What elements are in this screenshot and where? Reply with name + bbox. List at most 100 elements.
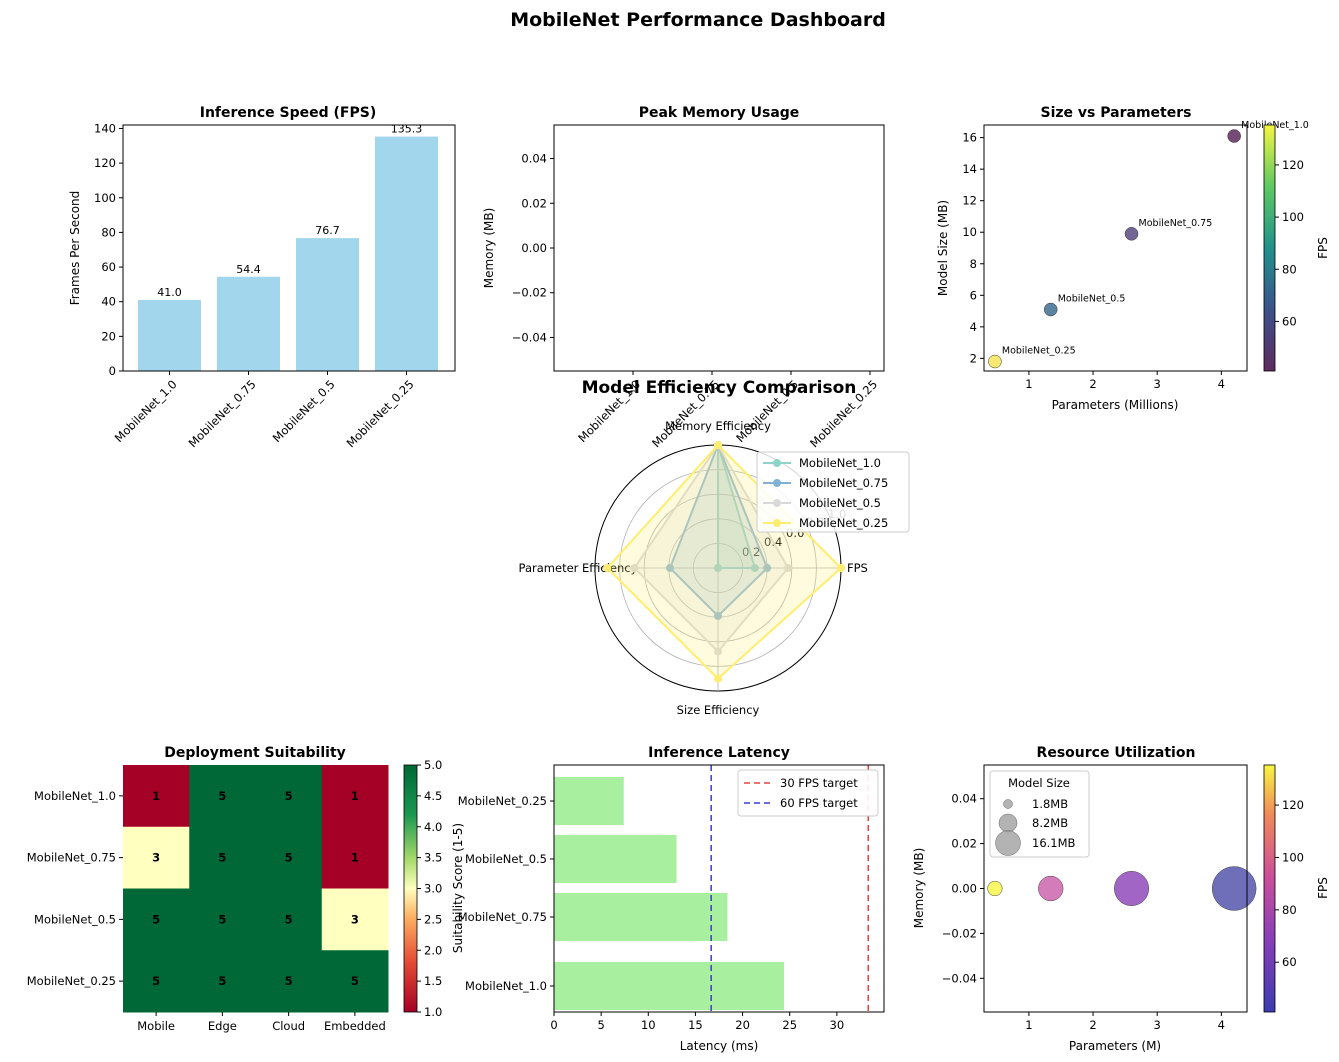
size-point-label: MobileNet_0.5	[1058, 294, 1126, 305]
heatmap-cell-value: 1	[351, 851, 359, 865]
suitability-colorbar-tick-label: 3.5	[424, 851, 442, 865]
radar-series-point	[714, 647, 722, 656]
heatmap-cell-value: 5	[218, 789, 226, 803]
heatmap-cell-value: 1	[351, 789, 359, 803]
fps-ytick-label: 0	[109, 364, 116, 378]
resources-xlabel: Parameters (M)	[1069, 1039, 1161, 1053]
radar-series-point	[603, 564, 612, 572]
heatmap-cell	[255, 826, 323, 889]
heatmap-cell-value: 3	[152, 851, 160, 865]
suitability-colorbar-tick-label: 3.0	[424, 882, 442, 896]
latency-xtick-label: 15	[688, 1018, 703, 1032]
resources-colorbar-tick-label: 80	[1282, 903, 1297, 917]
resources-point	[987, 880, 1003, 897]
heatmap-cell-value: 5	[218, 851, 226, 865]
resources-xtick-label: 1	[1025, 1018, 1032, 1032]
size-point	[1124, 227, 1139, 241]
dashboard-title: MobileNet Performance Dashboard	[510, 9, 886, 31]
resources-legend-title: Model Size	[1008, 776, 1070, 790]
resources-xtick-label: 4	[1218, 1018, 1225, 1032]
resources-title: Resource Utilization	[1037, 745, 1196, 761]
latency-bar	[554, 893, 728, 941]
suitability-colorbar	[403, 764, 418, 1013]
resources-colorbar-tick-label: 120	[1282, 798, 1304, 812]
heatmap-cell-value: 5	[152, 974, 160, 988]
heatmap-cell	[255, 950, 323, 1013]
radar-legend-label: MobileNet_0.25	[799, 516, 888, 530]
size-xtick-label: 3	[1154, 377, 1161, 391]
heatmap-cell-value: 5	[218, 912, 226, 926]
heatmap-row-label: MobileNet_1.0	[34, 789, 116, 803]
memory-ytick-label: 0.04	[521, 152, 547, 166]
radar-axis-label: FPS	[847, 561, 868, 575]
fps-value-label: 41.0	[157, 286, 182, 299]
heatmap-cell	[189, 950, 256, 1013]
fps-value-label: 54.4	[236, 263, 261, 276]
suitability-colorbar-tick-label: 1.5	[424, 974, 442, 988]
resources-ytick-label: 0.00	[951, 882, 977, 896]
latency-xtick-label: 0	[550, 1018, 557, 1032]
resources-ytick-label: −0.02	[942, 926, 977, 940]
resources-colorbar-tick-label: 100	[1282, 850, 1304, 864]
resources-legend-label: 8.2MB	[1032, 816, 1068, 830]
resources-colorbar	[1263, 764, 1276, 1013]
heatmap-cell-value: 3	[351, 912, 359, 926]
size-ytick-label: 14	[962, 162, 977, 176]
heatmap-cell	[123, 765, 190, 828]
latency-xtick-label: 25	[782, 1018, 797, 1032]
latency-xtick-label: 30	[830, 1018, 845, 1032]
panel-radar: 0.20.40.60.81.0FPSMemory EfficiencyParam…	[519, 378, 910, 717]
resources-ytick-label: 0.04	[951, 792, 977, 806]
size-axes-frame	[983, 124, 1248, 372]
radar-legend-marker	[773, 519, 781, 527]
radar-legend-label: MobileNet_0.75	[799, 476, 888, 490]
panel-fps: Inference Speed (FPS) Frames Per Second …	[68, 105, 456, 450]
radar-series-fill	[634, 445, 789, 652]
memory-ytick-label: 0.02	[521, 196, 547, 210]
resources-axes-frame	[983, 764, 1248, 1013]
resources-legend-marker	[995, 830, 1021, 856]
memory-ytick-label: 0.00	[521, 241, 547, 255]
resources-ytick-label: −0.04	[942, 971, 977, 985]
fps-ytick-label: 80	[101, 225, 116, 239]
radar-series-point	[666, 564, 675, 572]
heatmap-row-label: MobileNet_0.75	[27, 851, 116, 865]
size-ytick-label: 8	[970, 257, 977, 271]
size-ytick-label: 4	[970, 320, 977, 334]
fps-title: Inference Speed (FPS)	[200, 105, 377, 121]
latency-legend-label: 60 FPS target	[780, 796, 858, 810]
radar-legend-box	[756, 451, 910, 533]
size-xtick-label: 2	[1089, 377, 1096, 391]
fps-ytick-label: 100	[94, 191, 116, 205]
fps-ytick-label: 60	[101, 260, 116, 274]
heatmap-cell	[321, 826, 389, 889]
memory-axes-frame	[553, 124, 885, 372]
radar-legend-marker	[773, 459, 781, 467]
radar-series-point	[763, 564, 772, 572]
heatmap-cell	[321, 765, 389, 828]
heatmap-cell	[123, 826, 190, 889]
resources-xtick-label: 2	[1089, 1018, 1096, 1032]
size-colorbar	[1263, 124, 1276, 372]
latency-xtick-label: 20	[735, 1018, 750, 1032]
resources-colorbar-tick-label: 60	[1282, 955, 1297, 969]
latency-xtick-label: 5	[597, 1018, 604, 1032]
resources-point	[1038, 875, 1064, 902]
resources-legend-marker	[998, 813, 1018, 833]
radar-rtick-label: 0.2	[742, 545, 760, 559]
latency-title: Inference Latency	[648, 745, 790, 761]
size-point	[1043, 302, 1058, 317]
suitability-colorbar-tick-label: 4.0	[424, 820, 442, 834]
size-ylabel: Model Size (MB)	[936, 200, 950, 296]
latency-bar	[554, 962, 785, 1010]
fps-ytick-label: 120	[94, 156, 116, 170]
radar-series-point	[714, 564, 722, 572]
heatmap-cell	[189, 826, 256, 889]
heatmap-cell	[321, 950, 389, 1013]
latency-bar	[554, 835, 677, 883]
resources-legend-label: 16.1MB	[1032, 836, 1076, 850]
fps-bar	[375, 136, 438, 371]
size-colorbar-tick-label: 80	[1282, 262, 1297, 276]
heatmap-cell-value: 5	[285, 912, 293, 926]
